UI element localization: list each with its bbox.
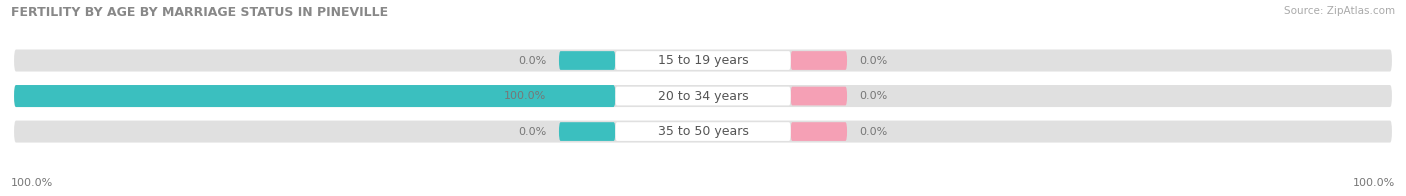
FancyBboxPatch shape (616, 51, 790, 70)
Text: 0.0%: 0.0% (859, 91, 887, 101)
FancyBboxPatch shape (790, 122, 846, 141)
Text: 15 to 19 years: 15 to 19 years (658, 54, 748, 67)
Text: FERTILITY BY AGE BY MARRIAGE STATUS IN PINEVILLE: FERTILITY BY AGE BY MARRIAGE STATUS IN P… (11, 6, 388, 19)
FancyBboxPatch shape (560, 87, 616, 105)
FancyBboxPatch shape (14, 50, 1392, 72)
Text: 100.0%: 100.0% (505, 91, 547, 101)
FancyBboxPatch shape (14, 121, 1392, 142)
FancyBboxPatch shape (14, 85, 1392, 107)
Text: 0.0%: 0.0% (519, 127, 547, 137)
Text: 0.0%: 0.0% (859, 127, 887, 137)
FancyBboxPatch shape (790, 51, 846, 70)
Text: Source: ZipAtlas.com: Source: ZipAtlas.com (1284, 6, 1395, 16)
Text: 0.0%: 0.0% (859, 55, 887, 65)
Text: 100.0%: 100.0% (1353, 178, 1395, 188)
FancyBboxPatch shape (790, 87, 846, 105)
FancyBboxPatch shape (616, 87, 790, 105)
Text: 20 to 34 years: 20 to 34 years (658, 90, 748, 103)
Text: 100.0%: 100.0% (11, 178, 53, 188)
FancyBboxPatch shape (560, 51, 616, 70)
Text: 0.0%: 0.0% (519, 55, 547, 65)
Text: 35 to 50 years: 35 to 50 years (658, 125, 748, 138)
FancyBboxPatch shape (14, 85, 616, 107)
FancyBboxPatch shape (560, 122, 616, 141)
FancyBboxPatch shape (616, 122, 790, 141)
